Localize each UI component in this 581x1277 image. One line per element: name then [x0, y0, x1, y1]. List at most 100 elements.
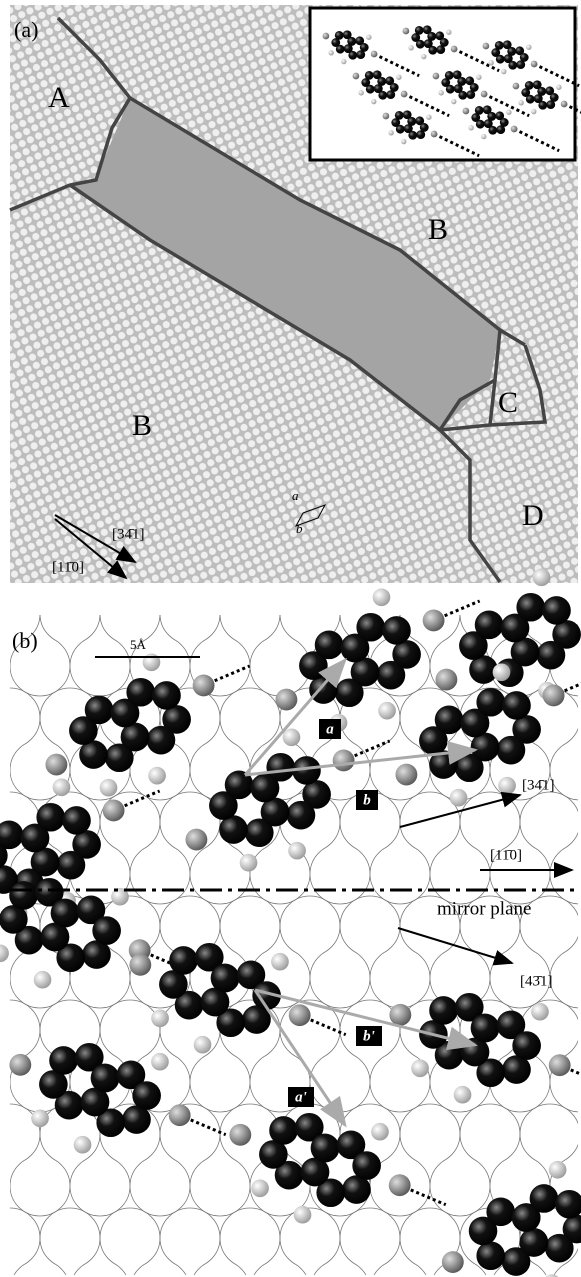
carbon	[174, 990, 204, 1020]
carbon	[382, 616, 411, 645]
hydrogen	[151, 1052, 169, 1071]
panel-label: (b)	[12, 628, 38, 653]
carbon	[84, 695, 114, 725]
carbon	[476, 1058, 506, 1088]
carbon	[373, 84, 383, 94]
carbon	[356, 612, 386, 642]
oxygen	[389, 1003, 412, 1026]
carbon	[50, 898, 80, 928]
bond	[433, 132, 480, 158]
carbon	[364, 70, 374, 80]
carbon	[348, 50, 358, 60]
hydrogen	[501, 68, 507, 75]
carbon	[80, 1087, 110, 1117]
hydrogen	[401, 138, 407, 145]
carbon	[542, 596, 571, 625]
carbon	[316, 1178, 346, 1208]
vector-box	[356, 1026, 382, 1046]
carbon	[471, 113, 481, 122]
vector-label: a	[326, 721, 334, 737]
carbon	[415, 39, 425, 49]
vector-arrow	[254, 988, 478, 1051]
carbon	[519, 53, 529, 62]
carbon	[457, 77, 467, 86]
carbon	[244, 818, 274, 848]
carbon	[385, 76, 395, 86]
carbon	[120, 722, 150, 752]
hydrogen	[532, 568, 551, 587]
mirror-label: mirror plane	[437, 898, 531, 919]
carbon	[224, 770, 254, 800]
bond	[403, 92, 450, 118]
carbon	[361, 78, 371, 87]
carbon	[414, 25, 424, 35]
carbon	[536, 640, 566, 670]
carbon	[521, 88, 531, 97]
carbon	[552, 620, 581, 649]
carbon	[300, 1157, 330, 1187]
hydrogen	[438, 90, 444, 96]
carbon	[377, 77, 387, 86]
direction-label: [43̄1]	[520, 973, 553, 989]
hydrogen	[468, 125, 474, 131]
direction-arrow	[54, 514, 137, 564]
carbon	[14, 925, 44, 955]
carbon	[292, 756, 321, 785]
hydrogen	[506, 109, 512, 115]
carbon	[56, 850, 86, 880]
carbon	[436, 45, 446, 55]
carbon	[546, 100, 556, 110]
carbon	[496, 125, 506, 135]
carbon	[545, 86, 555, 96]
carbon	[359, 43, 369, 52]
carbon	[122, 1105, 151, 1134]
carbon	[72, 830, 101, 859]
direction-arrow	[397, 927, 514, 966]
direction-label: [11̄0]	[490, 847, 522, 863]
carbon	[549, 93, 559, 102]
carbon	[216, 1008, 246, 1038]
carbon	[260, 797, 290, 827]
carbon	[294, 1112, 324, 1142]
domain-label: B	[132, 409, 152, 442]
carbon	[444, 70, 454, 80]
vector-label: b	[363, 792, 371, 808]
carbon	[331, 38, 341, 47]
carbon	[365, 84, 375, 94]
carbon	[69, 716, 98, 745]
hydrogen	[396, 74, 402, 80]
direction-arrow	[399, 791, 522, 828]
bond	[513, 127, 560, 153]
molecules	[0, 568, 581, 1277]
hydrogen	[372, 588, 391, 607]
carbon	[389, 83, 399, 92]
carbon	[407, 117, 417, 126]
hydrogen	[33, 970, 52, 989]
oxygen	[542, 684, 565, 707]
hydrogen	[288, 841, 306, 860]
oxygen	[432, 72, 440, 80]
hydrogen	[293, 1205, 312, 1224]
carbon	[502, 1055, 531, 1084]
carbon	[482, 105, 492, 115]
direction-label: [34̄1]	[522, 777, 555, 793]
carbon	[428, 45, 438, 55]
carbon	[408, 130, 418, 140]
oxygen	[400, 90, 408, 98]
carbon	[126, 677, 156, 707]
carbon	[554, 1189, 581, 1219]
hydrogen	[531, 1002, 549, 1021]
carbon	[376, 660, 406, 690]
carbon	[488, 125, 498, 135]
hydrogen	[488, 60, 494, 66]
oxygen	[530, 60, 538, 68]
hydrogen	[556, 84, 562, 90]
carbon	[378, 90, 388, 100]
hydrogen	[498, 776, 516, 795]
carbon	[429, 996, 458, 1025]
defect-region	[70, 98, 500, 430]
oxygen	[229, 1123, 252, 1146]
carbon	[342, 1175, 371, 1204]
carbon	[355, 36, 365, 46]
carbon	[36, 802, 66, 832]
